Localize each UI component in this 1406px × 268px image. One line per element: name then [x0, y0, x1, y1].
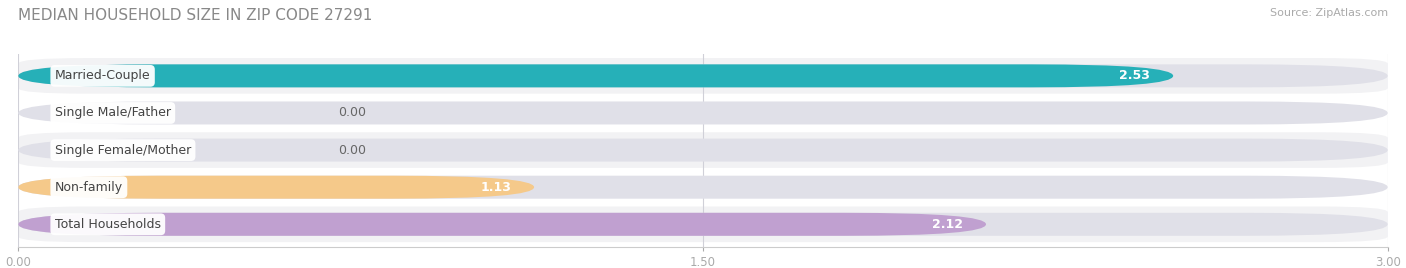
- FancyBboxPatch shape: [18, 64, 1173, 87]
- Text: 2.53: 2.53: [1119, 69, 1150, 82]
- FancyBboxPatch shape: [18, 206, 1388, 242]
- Text: Single Female/Mother: Single Female/Mother: [55, 144, 191, 157]
- Text: 2.12: 2.12: [932, 218, 963, 231]
- Text: 0.00: 0.00: [337, 106, 366, 120]
- FancyBboxPatch shape: [18, 132, 1388, 168]
- Text: Single Male/Father: Single Male/Father: [55, 106, 170, 120]
- FancyBboxPatch shape: [18, 169, 1388, 205]
- Text: Source: ZipAtlas.com: Source: ZipAtlas.com: [1270, 8, 1388, 18]
- Text: Married-Couple: Married-Couple: [55, 69, 150, 82]
- Text: Total Households: Total Households: [55, 218, 160, 231]
- FancyBboxPatch shape: [18, 213, 986, 236]
- Text: Non-family: Non-family: [55, 181, 122, 194]
- Text: 1.13: 1.13: [481, 181, 512, 194]
- FancyBboxPatch shape: [18, 64, 1388, 87]
- FancyBboxPatch shape: [18, 176, 534, 199]
- FancyBboxPatch shape: [18, 213, 1388, 236]
- FancyBboxPatch shape: [18, 102, 1388, 124]
- FancyBboxPatch shape: [18, 95, 1388, 131]
- FancyBboxPatch shape: [18, 58, 1388, 94]
- Text: MEDIAN HOUSEHOLD SIZE IN ZIP CODE 27291: MEDIAN HOUSEHOLD SIZE IN ZIP CODE 27291: [18, 8, 373, 23]
- Text: 0.00: 0.00: [337, 144, 366, 157]
- FancyBboxPatch shape: [18, 139, 1388, 162]
- FancyBboxPatch shape: [18, 176, 1388, 199]
